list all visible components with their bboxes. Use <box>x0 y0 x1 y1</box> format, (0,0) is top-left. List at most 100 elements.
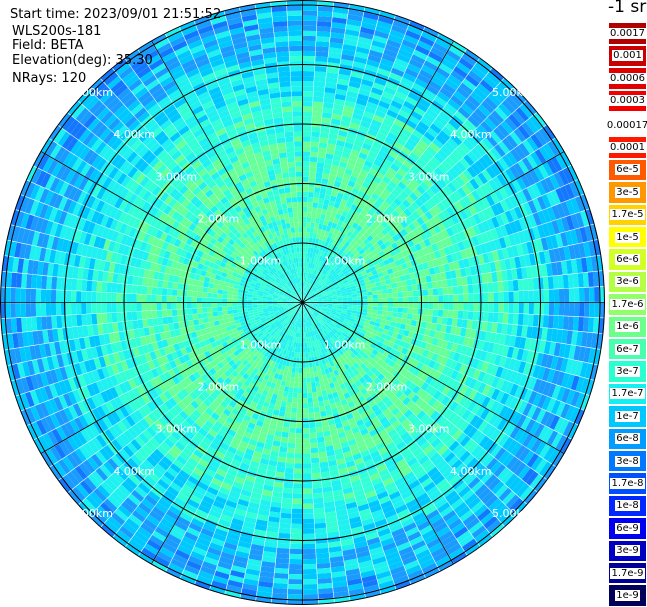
range-gate-cell <box>310 293 316 297</box>
range-gate-cell <box>343 234 350 242</box>
range-gate-cell <box>312 287 317 292</box>
range-gate-cell <box>316 436 325 443</box>
range-gate-cell <box>341 178 350 185</box>
range-gate-cell <box>308 290 313 295</box>
range-gate-cell <box>470 163 482 175</box>
range-gate-cell <box>289 427 296 434</box>
range-gate-cell <box>362 292 368 297</box>
range-gate-cell <box>400 77 415 87</box>
range-gate-cell <box>280 507 292 514</box>
range-gate-cell <box>302 518 315 524</box>
range-gate-cell <box>398 269 405 277</box>
range-gate-cell <box>319 234 325 241</box>
range-gate-cell <box>304 282 306 288</box>
range-gate-cell <box>338 249 344 256</box>
range-gate-cell <box>302 352 306 358</box>
range-gate-cell <box>317 15 332 23</box>
range-gate-cell <box>576 331 583 347</box>
range-gate-cell <box>302 463 312 469</box>
range-gate-cell <box>304 347 308 353</box>
range-gate-cell <box>457 285 464 295</box>
range-gate-cell <box>424 210 434 220</box>
range-gate-cell <box>312 304 318 306</box>
range-gate-cell <box>310 442 318 449</box>
range-gate-cell <box>408 213 417 223</box>
range-gate-cell <box>325 253 331 259</box>
range-gate-cell <box>405 261 413 269</box>
range-gate-cell <box>339 272 345 278</box>
range-gate-cell <box>547 315 554 329</box>
range-gate-cell <box>278 410 286 417</box>
range-gate-cell <box>400 220 409 229</box>
range-gate-cell <box>337 73 351 81</box>
range-gate-cell <box>545 236 554 250</box>
range-gate-cell <box>388 149 399 159</box>
range-gate-cell <box>283 386 290 392</box>
range-gate-cell <box>432 42 448 54</box>
range-gate-cell <box>334 213 342 220</box>
range-gate-cell <box>467 95 481 108</box>
range-gate-cell <box>406 182 417 192</box>
range-gate-cell <box>479 330 487 341</box>
range-gate-cell <box>363 255 370 262</box>
range-gate-cell <box>422 262 429 270</box>
range-gate-cell <box>331 293 337 297</box>
range-gate-cell <box>386 315 392 322</box>
range-gate-cell <box>324 92 336 99</box>
range-gate-cell <box>324 87 336 94</box>
range-gate-cell <box>431 99 445 111</box>
range-gate-cell <box>377 302 384 307</box>
range-gate-cell <box>342 300 348 303</box>
range-gate-cell <box>532 314 539 327</box>
range-gate-cell <box>406 285 413 292</box>
range-gate-cell <box>311 274 315 280</box>
range-gate-cell <box>319 456 328 463</box>
range-gate-cell <box>284 381 290 388</box>
range-gate-cell <box>511 110 526 125</box>
range-gate-cell <box>314 187 321 194</box>
range-gate-cell <box>526 326 533 339</box>
range-gate-cell <box>538 251 547 265</box>
range-gate-cell <box>422 247 430 256</box>
range-gate-cell <box>411 314 418 321</box>
range-gate-cell <box>537 224 546 239</box>
range-gate-cell <box>274 567 289 574</box>
range-gate-cell <box>370 146 380 155</box>
range-gate-cell <box>310 258 315 264</box>
range-gate-cell <box>306 372 311 378</box>
range-gate-cell <box>351 170 360 179</box>
range-gate-cell <box>441 126 454 138</box>
range-gate-cell <box>310 293 315 297</box>
range-gate-cell <box>443 263 451 272</box>
range-gate-cell <box>504 258 512 270</box>
range-gate-cell <box>568 345 576 360</box>
range-gate-cell <box>450 40 467 54</box>
range-gate-cell <box>396 281 402 288</box>
range-gate-cell <box>281 497 293 504</box>
range-gate-cell <box>310 285 315 291</box>
range-gate-cell <box>302 252 306 258</box>
range-gate-cell <box>473 302 479 312</box>
range-gate-cell <box>316 208 323 214</box>
range-gate-cell <box>405 319 412 326</box>
range-gate-cell <box>340 58 354 67</box>
range-gate-cell <box>316 260 321 266</box>
range-gate-cell <box>383 259 390 266</box>
range-gate-cell <box>344 34 359 42</box>
range-gate-cell <box>350 149 360 157</box>
range-gate-cell <box>327 254 333 261</box>
range-gate-cell <box>321 268 327 274</box>
range-gate-cell <box>302 342 305 348</box>
range-gate-cell <box>487 93 502 107</box>
range-gate-cell <box>394 58 409 68</box>
range-gate-cell <box>355 98 368 107</box>
range-gate-cell <box>395 154 406 164</box>
range-gate-cell <box>433 224 442 234</box>
range-gate-cell <box>430 274 437 282</box>
range-gate-cell <box>380 145 391 155</box>
range-gate-cell <box>416 185 426 195</box>
range-gate-cell <box>410 278 417 285</box>
range-gate-cell <box>340 275 347 280</box>
range-gate-cell <box>327 299 333 302</box>
range-gate-cell <box>459 82 474 95</box>
